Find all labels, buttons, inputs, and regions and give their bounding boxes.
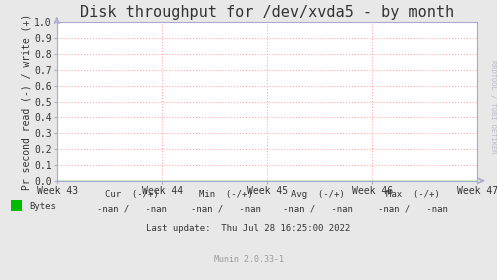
Title: Disk throughput for /dev/xvda5 - by month: Disk throughput for /dev/xvda5 - by mont… — [80, 5, 454, 20]
Text: -nan /   -nan: -nan / -nan — [191, 204, 261, 213]
Text: Min  (-/+): Min (-/+) — [199, 190, 253, 199]
Text: -nan /   -nan: -nan / -nan — [97, 204, 166, 213]
Text: Avg  (-/+): Avg (-/+) — [291, 190, 345, 199]
Text: Cur  (-/+): Cur (-/+) — [105, 190, 159, 199]
Text: Munin 2.0.33-1: Munin 2.0.33-1 — [214, 255, 283, 263]
Text: -nan /   -nan: -nan / -nan — [378, 204, 447, 213]
Text: RRDTOOL / TOBI OETIKER: RRDTOOL / TOBI OETIKER — [490, 60, 496, 153]
Y-axis label: Pr second read (-) / write (+): Pr second read (-) / write (+) — [21, 13, 31, 190]
Text: Last update:  Thu Jul 28 16:25:00 2022: Last update: Thu Jul 28 16:25:00 2022 — [147, 224, 350, 233]
Text: Max  (-/+): Max (-/+) — [386, 190, 439, 199]
Text: Bytes: Bytes — [29, 202, 56, 211]
Text: -nan /   -nan: -nan / -nan — [283, 204, 353, 213]
